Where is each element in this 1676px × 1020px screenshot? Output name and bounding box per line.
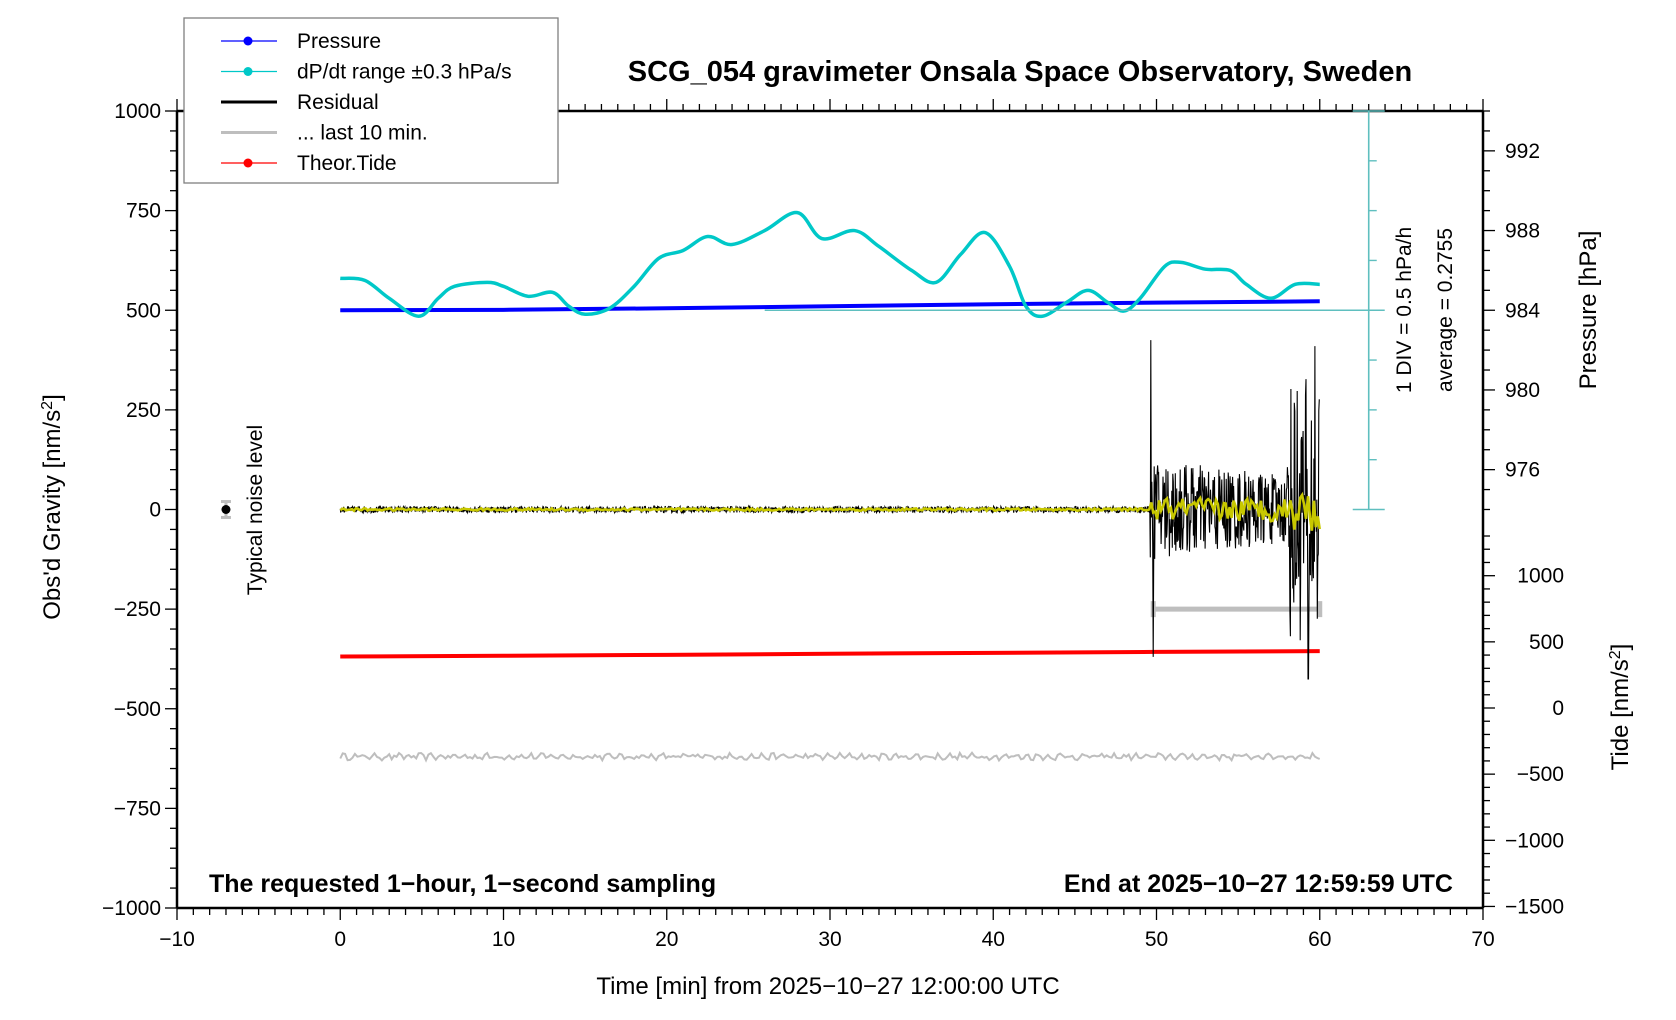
x-tick-label: 50	[1145, 928, 1168, 951]
noise-reference-line	[339, 750, 1321, 763]
x-axis-title: Time [min] from 2025−10−27 12:00:00 UTC	[596, 973, 1059, 1000]
pressure-tick-label: 992	[1505, 140, 1540, 163]
x-tick-label: −10	[159, 928, 195, 951]
legend-label: Residual	[297, 91, 379, 114]
pressure-line	[340, 299, 1320, 313]
x-tick-label: 0	[334, 928, 346, 951]
y-tick-label: 250	[126, 399, 161, 422]
x-tick-label: 40	[982, 928, 1005, 951]
series-group	[220, 210, 1323, 763]
noise-marker-dot	[221, 505, 231, 514]
x-tick-label: 30	[818, 928, 841, 951]
y-tick-label: −1000	[102, 897, 161, 920]
y-tick-label: 750	[126, 200, 161, 223]
tide-tick-label: −1000	[1505, 829, 1564, 852]
filtered-residual-line	[339, 491, 1321, 531]
y-tick-label: −500	[114, 698, 161, 721]
legend: Pressure dP/dt range ±0.3 hPa/s Residual..…	[183, 17, 559, 184]
dpdt-div-label: 1 DIV = 0.5 hPa/h	[1393, 227, 1416, 393]
tide-tick-label: −500	[1517, 763, 1564, 786]
pressure-tick-label: 984	[1505, 299, 1540, 322]
end-time-annotation: End at 2025−10−27 12:59:59 UTC	[1064, 870, 1453, 898]
tide-tick-label: 500	[1529, 631, 1564, 654]
legend-label: ... last 10 min.	[297, 122, 428, 145]
legend-label: Theor.Tide	[297, 152, 397, 175]
y-tick-label: 0	[149, 499, 161, 522]
dpdt-line	[340, 210, 1320, 319]
y-tick-label: 1000	[114, 100, 161, 123]
noise-level-label: Typical noise level	[244, 425, 267, 595]
pressure-tick-label: 980	[1505, 379, 1540, 402]
pressure-axis-title: Pressure [hPa]	[1575, 231, 1602, 390]
y-tick-label: 500	[126, 299, 161, 322]
left-axis-title: Obs'd Gravity [nm/s2]	[39, 394, 67, 620]
chart-title: SCG_054 gravimeter Onsala Space Observat…	[628, 56, 1412, 88]
sampling-annotation: The requested 1−hour, 1−second sampling	[209, 870, 716, 898]
legend-label: dP/dt range ±0.3 hPa/s	[297, 61, 512, 84]
pressure-tick-label: 976	[1505, 459, 1540, 482]
dpdt-average-label: average = 0.2755	[1434, 228, 1457, 392]
legend-swatch-marker	[243, 36, 253, 46]
legend-swatch-marker	[243, 158, 253, 168]
x-tick-label: 10	[492, 928, 515, 951]
tide-line	[340, 649, 1320, 659]
tide-axis-title: Tide [nm/s2]	[1607, 644, 1635, 771]
x-tick-label: 60	[1308, 928, 1331, 951]
tide-tick-label: −1500	[1505, 895, 1564, 918]
x-tick-label: 20	[655, 928, 678, 951]
tide-tick-label: 1000	[1517, 565, 1564, 588]
tide-tick-label: 0	[1552, 697, 1564, 720]
axes-group: −10 0 10 20 30 40 50 60 70 1000 750 500 250 0 −250 −500…	[102, 99, 1564, 951]
legend-label: Pressure	[297, 30, 381, 53]
x-tick-label: 70	[1471, 928, 1494, 951]
pressure-tick-label: 988	[1505, 220, 1540, 243]
legend-swatch-marker	[243, 67, 253, 76]
y-tick-label: −250	[114, 598, 161, 621]
y-tick-label: −750	[114, 797, 161, 820]
